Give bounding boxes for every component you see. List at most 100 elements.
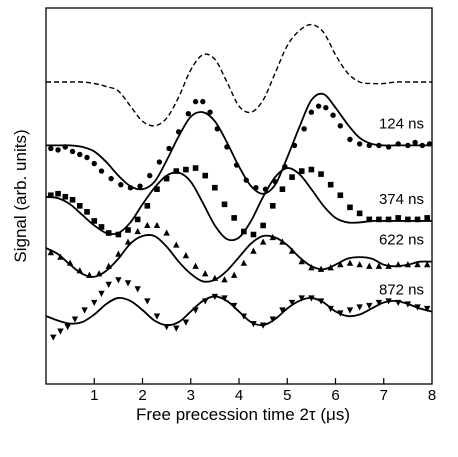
data-point-622-ns (356, 261, 363, 268)
x-tick-label: 7 (380, 387, 388, 404)
data-point-872-ns (81, 307, 88, 314)
data-point-872-ns (298, 295, 305, 302)
data-point-872-ns (124, 280, 132, 287)
x-tick-label: 2 (138, 387, 146, 404)
data-point-872-ns (385, 298, 392, 305)
data-point-124-ns (127, 184, 134, 191)
data-point-622-ns (346, 259, 354, 266)
data-point-622-ns (182, 252, 190, 259)
data-point-622-ns (105, 262, 112, 269)
data-point-374-ns (183, 166, 189, 173)
data-point-872-ns (211, 293, 219, 301)
data-point-124-ns (175, 129, 182, 135)
data-point-622-ns (395, 261, 402, 268)
data-point-124-ns (347, 136, 353, 143)
data-point-124-ns (366, 142, 372, 149)
data-point-872-ns (356, 304, 363, 311)
data-point-124-ns (98, 168, 105, 174)
data-point-374-ns (48, 192, 54, 199)
data-point-374-ns (144, 203, 151, 209)
x-tick-label: 1 (90, 387, 98, 404)
data-point-124-ns (323, 104, 329, 111)
data-point-374-ns (154, 186, 160, 192)
data-point-872-ns (115, 277, 122, 284)
data-point-622-ns (115, 250, 122, 257)
data-point-374-ns (405, 216, 411, 223)
data-point-622-ns (95, 270, 103, 277)
data-point-374-ns (163, 175, 170, 182)
data-point-124-ns (48, 145, 54, 152)
data-point-124-ns (214, 126, 220, 132)
data-point-622-ns (298, 258, 305, 265)
data-point-622-ns (221, 276, 228, 283)
x-axis-label: Free precession time 2τ (μs) (136, 405, 350, 424)
data-point-622-ns (144, 221, 151, 229)
data-point-374-ns (221, 201, 228, 208)
data-point-872-ns (134, 286, 141, 293)
data-point-124-ns (69, 148, 76, 155)
data-point-622-ns (375, 262, 383, 269)
data-point-124-ns (185, 111, 192, 117)
data-point-374-ns (424, 215, 430, 221)
x-tick-label: 8 (428, 387, 436, 404)
x-tick-label: 5 (283, 387, 291, 404)
data-point-374-ns (289, 174, 295, 180)
series-label-124-ns: 124 ns (379, 115, 424, 132)
data-point-622-ns (134, 227, 141, 235)
data-point-622-ns (66, 259, 74, 266)
data-point-622-ns (86, 271, 93, 278)
data-point-622-ns (288, 247, 296, 254)
data-point-124-ns (301, 126, 307, 132)
data-point-124-ns (337, 123, 344, 129)
data-point-374-ns (337, 192, 344, 199)
data-point-124-ns (224, 144, 230, 150)
data-point-872-ns (182, 319, 190, 326)
data-point-374-ns (356, 210, 363, 217)
data-point-124-ns (207, 109, 213, 115)
data-point-622-ns (173, 241, 180, 248)
series-label-622-ns: 622 ns (379, 232, 424, 249)
data-point-622-ns (404, 261, 412, 268)
data-point-374-ns (250, 231, 257, 238)
data-point-622-ns (202, 270, 209, 277)
data-point-124-ns (84, 154, 90, 161)
data-point-374-ns (62, 193, 69, 200)
reference-curve-layer (45, 23, 432, 127)
data-point-622-ns (76, 267, 83, 274)
data-point-124-ns (385, 144, 392, 150)
data-point-124-ns (91, 160, 97, 167)
data-point-124-ns (166, 145, 172, 152)
data-points-layer (47, 98, 433, 341)
fit-curve-622-ns (45, 233, 433, 283)
data-point-872-ns (259, 322, 267, 329)
data-point-872-ns (98, 290, 105, 297)
data-point-374-ns (298, 168, 305, 174)
data-point-622-ns (385, 262, 392, 269)
data-point-374-ns (414, 216, 421, 223)
data-point-374-ns (366, 216, 373, 223)
data-point-374-ns (173, 168, 180, 174)
fit-curve-872-ns (45, 295, 433, 327)
data-point-374-ns (327, 181, 334, 188)
data-point-124-ns (395, 141, 401, 147)
data-point-872-ns (221, 295, 228, 302)
data-point-872-ns (173, 325, 180, 332)
data-point-622-ns (317, 265, 325, 272)
data-point-872-ns (366, 302, 373, 310)
data-point-872-ns (153, 313, 161, 320)
data-point-872-ns (414, 304, 421, 311)
data-point-124-ns (147, 172, 153, 179)
data-point-124-ns (426, 141, 433, 147)
data-point-622-ns (337, 261, 344, 268)
data-point-374-ns (308, 166, 315, 173)
y-axis-label: Signal (arb. units) (11, 129, 30, 262)
data-point-374-ns (84, 209, 90, 215)
data-point-872-ns (240, 313, 248, 320)
data-point-872-ns (327, 305, 334, 313)
data-point-374-ns (347, 204, 353, 211)
data-point-124-ns (200, 98, 206, 105)
data-point-872-ns (404, 301, 412, 308)
data-point-872-ns (202, 298, 209, 305)
data-point-374-ns (134, 216, 141, 223)
